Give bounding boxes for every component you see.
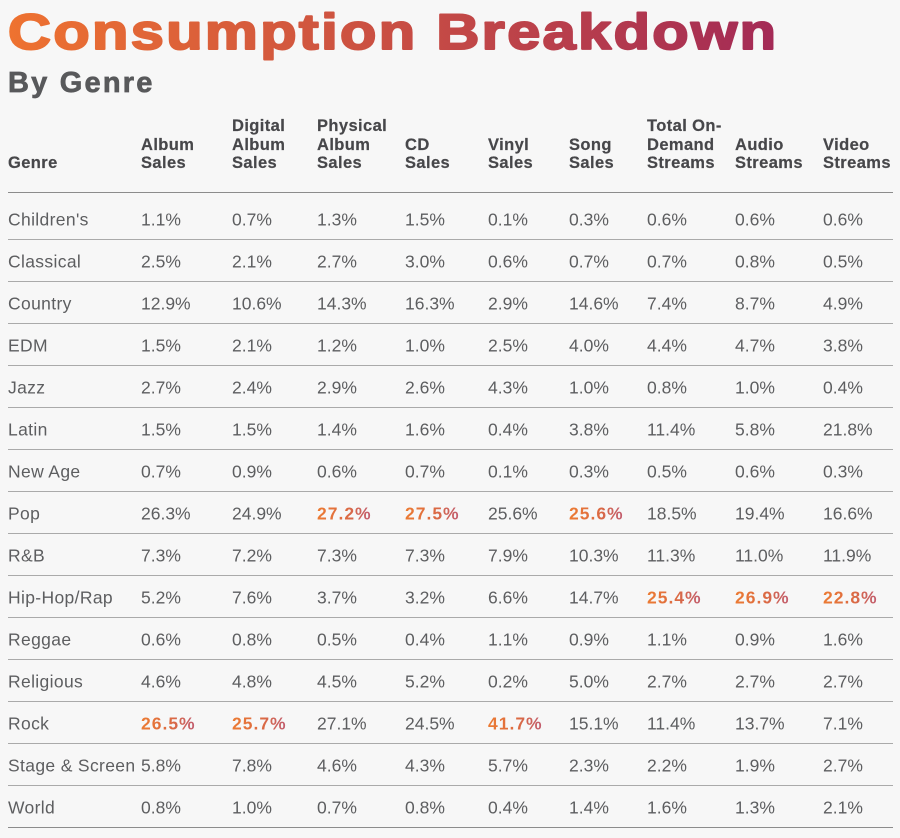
svg-text:Consumption Breakdown: Consumption Breakdown (8, 4, 778, 60)
